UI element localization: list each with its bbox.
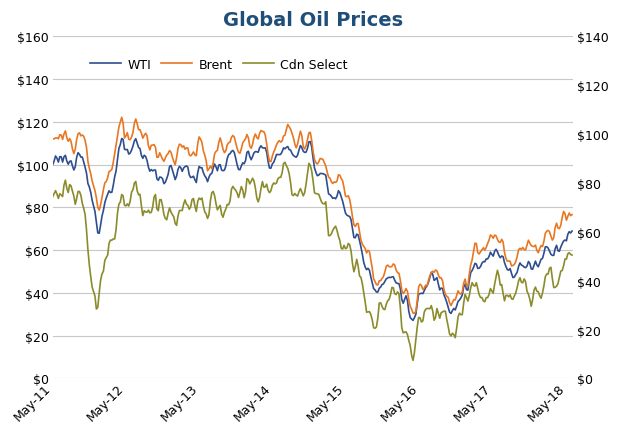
Title: Global Oil Prices: Global Oil Prices — [223, 11, 403, 30]
Line: Cdn Select: Cdn Select — [53, 163, 572, 361]
Line: Brent: Brent — [53, 118, 572, 313]
Legend: WTI, Brent, Cdn Select: WTI, Brent, Cdn Select — [85, 54, 353, 76]
Line: WTI: WTI — [53, 139, 572, 321]
